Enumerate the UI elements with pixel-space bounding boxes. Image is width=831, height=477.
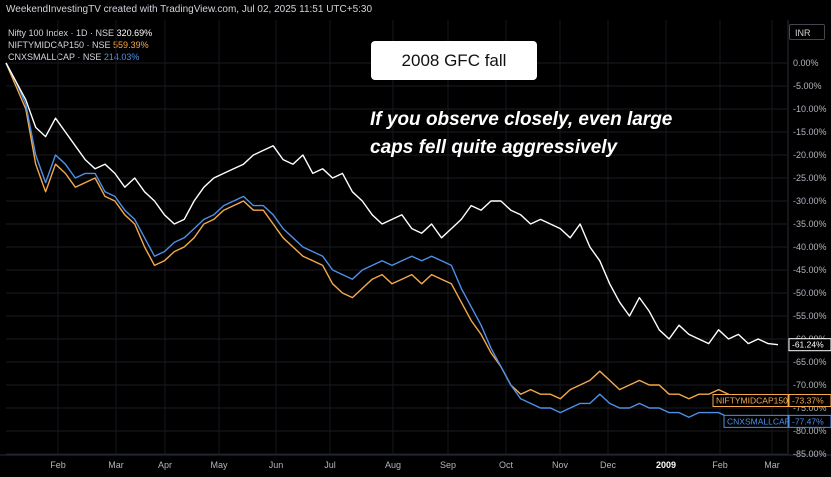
- end-label-value-midcap: -73.37%: [792, 396, 824, 406]
- x-tick-label: Feb: [50, 460, 66, 470]
- annotation-text: If you observe closely, even large caps …: [370, 106, 710, 162]
- y-tick-label: -30.00%: [793, 196, 827, 206]
- annotation-line1: If you observe closely, even large: [370, 109, 673, 130]
- y-tick-label: -55.00%: [793, 311, 827, 321]
- y-tick-label: 0.00%: [793, 58, 819, 68]
- legend-smallcap: CNXSMALLCAP · NSE 214.03%: [8, 51, 139, 63]
- legend-name: NIFTYMIDCAP150 · NSE: [8, 40, 111, 50]
- y-tick-label: -80.00%: [793, 426, 827, 436]
- end-label-box-smallcap: [788, 414, 831, 428]
- x-tick-label: Jul: [324, 460, 336, 470]
- y-tick-label: -85.00%: [793, 449, 827, 459]
- nifty100-line: [5, 62, 779, 346]
- x-tick-label: Nov: [552, 460, 569, 470]
- legend-value: 320.69%: [116, 28, 153, 38]
- y-tick-label: -25.00%: [793, 173, 827, 183]
- end-label-name-smallcap: CNXSMALLCAP: [727, 416, 791, 426]
- y-tick-label: -45.00%: [793, 265, 827, 275]
- end-label-value-smallcap: -77.47%: [792, 416, 824, 426]
- end-label-name-midcap: NIFTYMIDCAP150: [716, 396, 788, 406]
- x-tick-label: Aug: [385, 460, 401, 470]
- legend-name: CNXSMALLCAP · NSE: [8, 52, 102, 62]
- y-tick-label: -15.00%: [793, 127, 827, 137]
- y-tick-label: -65.00%: [793, 357, 827, 367]
- x-tick-label: Jun: [269, 460, 284, 470]
- end-label-box-midcap: [788, 394, 831, 408]
- x-tick-label: Apr: [158, 460, 172, 470]
- currency-selector[interactable]: INR: [789, 24, 825, 40]
- x-tick-label: 2009: [656, 460, 676, 470]
- midcap-line: [5, 62, 779, 402]
- y-tick-label: -5.00%: [793, 81, 822, 91]
- y-tick-label: -75.00%: [793, 403, 827, 413]
- x-tick-label: Dec: [600, 460, 617, 470]
- y-tick-label: -50.00%: [793, 288, 827, 298]
- legend-midcap: NIFTYMIDCAP150 · NSE 559.39%: [8, 39, 149, 51]
- y-tick-label: -70.00%: [793, 380, 827, 390]
- y-tick-label: -40.00%: [793, 242, 827, 252]
- end-label-value-nifty100: -61.24%: [792, 340, 824, 350]
- end-label-name-box-midcap: [712, 394, 789, 408]
- annotation-line2: caps fell quite aggressively: [370, 137, 618, 158]
- end-label-name-box-smallcap: [723, 414, 789, 428]
- legend-name: Nifty 100 Index · 1D · NSE: [8, 28, 115, 38]
- legend-nifty100: Nifty 100 Index · 1D · NSE 320.69%: [8, 27, 152, 39]
- legend-value: 214.03%: [103, 52, 140, 62]
- x-tick-label: Sep: [440, 460, 456, 470]
- x-tick-label: Oct: [499, 460, 514, 470]
- smallcap-line: [5, 62, 779, 421]
- chart-header: WeekendInvestingTV created with TradingV…: [6, 4, 373, 15]
- y-tick-label: -35.00%: [793, 219, 827, 229]
- x-tick-label: May: [210, 460, 228, 470]
- end-label-box-nifty100: [788, 338, 831, 352]
- x-tick-label: Mar: [108, 460, 124, 470]
- x-tick-label: Mar: [764, 460, 780, 470]
- y-tick-label: -20.00%: [793, 150, 827, 160]
- y-tick-label: -10.00%: [793, 104, 827, 114]
- chart-title-box: 2008 GFC fall: [371, 41, 537, 80]
- legend-value: 559.39%: [113, 40, 149, 50]
- x-tick-label: Feb: [712, 460, 728, 470]
